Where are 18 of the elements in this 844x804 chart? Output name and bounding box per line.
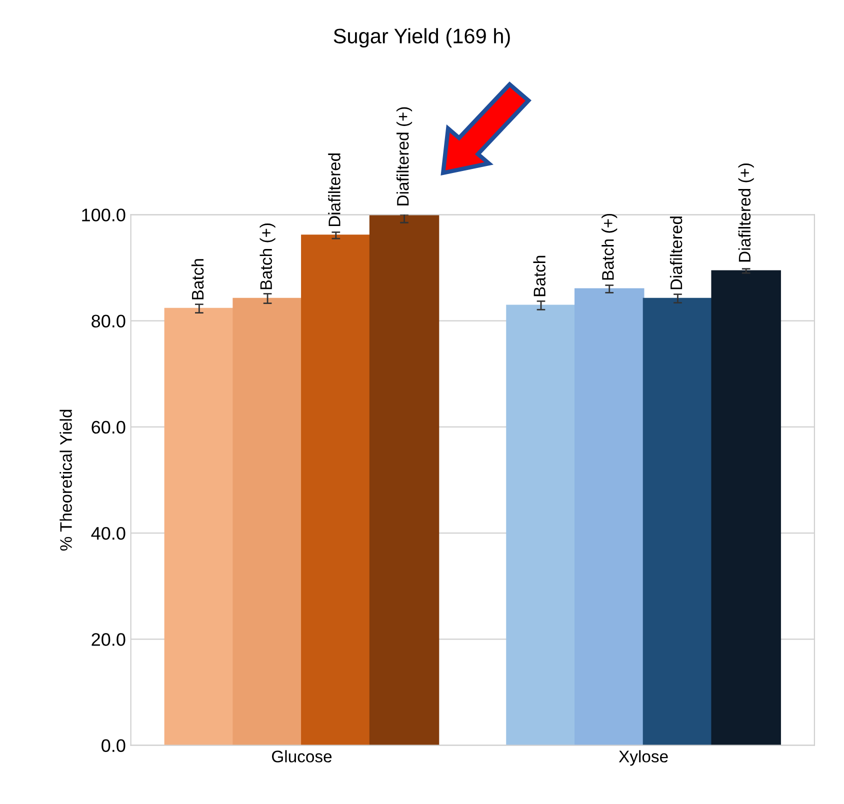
y-tick-label: 80.0 [92,314,126,328]
text: Diafiltered [328,153,340,226]
y-tick-label: 40.0 [91,526,126,540]
x-tick-label: Glucose [272,750,332,762]
chart-title: Sugar Yield (169 h) [334,28,510,48]
text: Diafiltered (+) [396,107,412,206]
y-tick-label: 0.0 [102,739,126,752]
y-tick-label: 60.0 [92,420,126,434]
text: Diafiltered [670,216,682,290]
y-tick-label: 100.0 [82,208,126,222]
text: Batch [533,256,546,296]
text: Diafiltered (+) [738,163,754,262]
x-tick-label: Xylose [618,750,668,766]
text: Batch (+) [260,224,276,290]
text: Batch [191,259,204,300]
y-tick-label: 20.0 [92,633,126,646]
text: Batch (+) [602,214,618,280]
y-axis-title: % Theoretical Yield [60,410,72,551]
